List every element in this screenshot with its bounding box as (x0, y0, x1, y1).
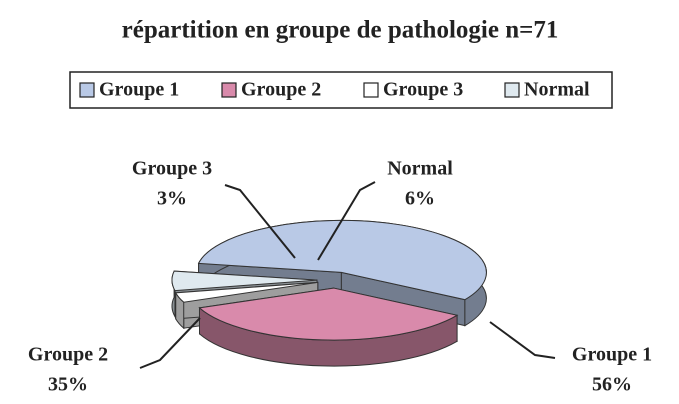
leader-line (139, 317, 201, 369)
data-label-name: Groupe 3 (132, 158, 212, 180)
data-label-value: 6% (405, 188, 435, 210)
slice-top (174, 281, 318, 303)
legend-label: Groupe 2 (241, 79, 321, 101)
legend-swatch (363, 82, 379, 98)
legend-swatch (504, 82, 520, 98)
data-label-name: Normal (387, 158, 453, 180)
pie (171, 219, 487, 367)
legend-box (69, 71, 613, 109)
slice-top (171, 270, 318, 292)
legend-swatch (79, 82, 95, 98)
leader-line (489, 321, 556, 359)
data-label-name: Groupe 2 (28, 344, 108, 366)
legend-label: Normal (524, 79, 590, 101)
pie-slice (198, 287, 459, 367)
data-label-value: 3% (157, 188, 187, 210)
data-label-value: 56% (592, 374, 632, 396)
data-labels: Groupe 1 56% Groupe 2 35% Groupe 3 3% Normal 6% (28, 158, 652, 396)
slice-top (198, 287, 459, 341)
legend: Groupe 1 Groupe 2 Groupe 3 Normal (79, 79, 590, 101)
leader-line (224, 184, 296, 259)
slice-top (197, 219, 487, 301)
leader-line (317, 181, 376, 261)
legend-label: Groupe 1 (99, 79, 179, 101)
legend-label: Groupe 3 (383, 79, 463, 101)
legend-swatch (221, 82, 237, 98)
data-label-name: Groupe 1 (572, 344, 652, 366)
chart-title: répartition en groupe de pathologie n=71 (122, 17, 559, 44)
data-label-value: 35% (48, 374, 88, 396)
leader-lines (139, 181, 556, 369)
pie-slice (197, 219, 487, 327)
